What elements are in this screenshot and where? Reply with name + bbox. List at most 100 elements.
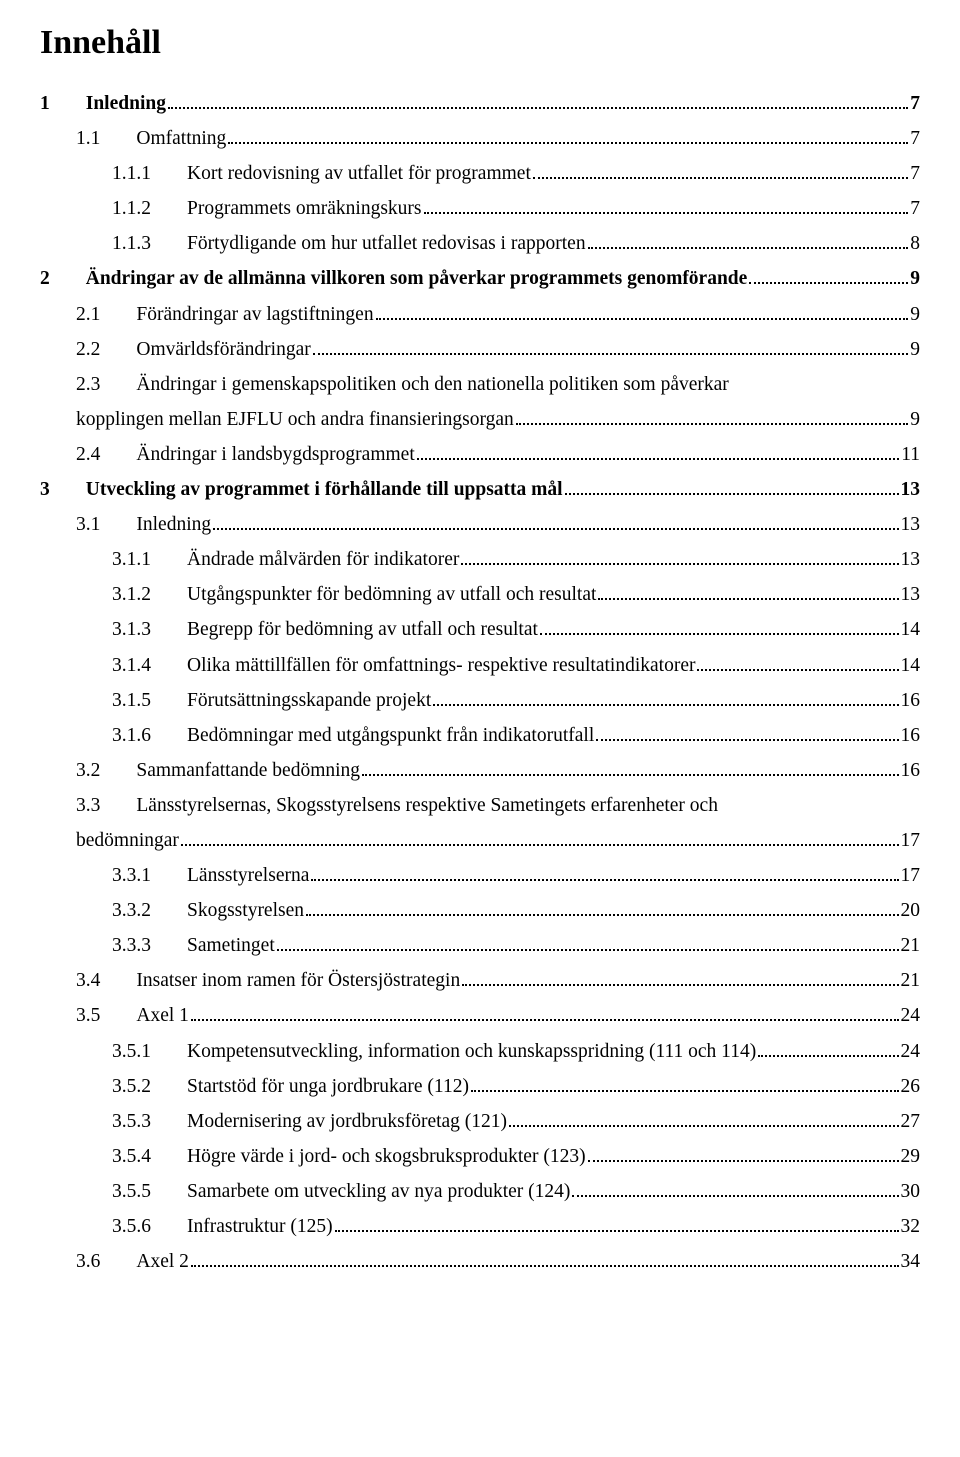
toc-page-number: 13 (901, 507, 921, 542)
toc-page-number: 21 (901, 928, 921, 963)
toc-page-number: 7 (910, 156, 920, 191)
toc-label: Förutsättningsskapande projekt (187, 683, 431, 718)
toc-page-number: 13 (901, 577, 921, 612)
toc-number: 3.5.1 (112, 1034, 151, 1069)
toc-page-number: 8 (910, 226, 920, 261)
toc-leader-dots (376, 300, 909, 320)
toc-number: 3.5.4 (112, 1139, 151, 1174)
toc-leader-dots (417, 440, 899, 460)
toc-leader-dots (588, 230, 909, 250)
toc-number: 3.2 (76, 753, 100, 788)
toc-leader-dots (424, 195, 909, 215)
toc-number: 1.1.1 (112, 156, 151, 191)
toc-entry: 3.1.4Olika mättillfällen för omfattnings… (40, 648, 920, 683)
toc-page-number: 26 (901, 1069, 921, 1104)
toc-entry: 3Utveckling av programmet i förhållande … (40, 472, 920, 507)
toc-number: 3.4 (76, 963, 100, 998)
toc-page-number: 16 (901, 753, 921, 788)
toc-entry: 2.3 Ändringar i gemenskapspolitiken och d… (40, 367, 920, 402)
toc-label: Omvärldsförändringar (136, 332, 310, 367)
toc-number: 3.1.1 (112, 542, 151, 577)
toc-entry: 1.1.3Förtydligande om hur utfallet redov… (40, 226, 920, 261)
toc-leader-dots (516, 405, 908, 425)
toc-entry-continuation: bedömningar17 (40, 823, 920, 858)
toc-entry: 2.4Ändringar i landsbygdsprogrammet11 (40, 437, 920, 472)
toc-leader-dots (311, 862, 898, 882)
toc-leader-dots (228, 125, 908, 145)
toc-leader-dots (462, 967, 898, 987)
toc-leader-dots (533, 160, 908, 180)
toc-leader-dots (306, 897, 899, 917)
toc-page-number: 17 (901, 858, 921, 893)
toc-number: 2 (40, 261, 50, 296)
toc-leader-dots (181, 826, 899, 846)
toc-label: Utveckling av programmet i förhållande t… (86, 472, 563, 507)
toc-label: Ändrade målvärden för indikatorer (187, 542, 459, 577)
toc-number: 2.3 (76, 367, 100, 402)
toc-label: Axel 2 (136, 1244, 189, 1279)
toc-leader-dots (598, 581, 898, 601)
toc-label: Infrastruktur (125) (187, 1209, 333, 1244)
toc-label: Programmets omräkningskurs (187, 191, 422, 226)
toc-label: Kompetensutveckling, information och kun… (187, 1034, 756, 1069)
toc-entry: 3.2Sammanfattande bedömning16 (40, 753, 920, 788)
toc-label: Insatser inom ramen för Östersjöstrategi… (136, 963, 460, 998)
toc-number: 3.5.2 (112, 1069, 151, 1104)
toc-entry: 3.6Axel 234 (40, 1244, 920, 1279)
toc-number: 1 (40, 86, 50, 121)
toc-number: 3.1 (76, 507, 100, 542)
toc-number: 3.1.5 (112, 683, 151, 718)
toc-label: Inledning (86, 86, 166, 121)
toc-label: Ändringar av de allmänna villkoren som p… (86, 261, 748, 296)
toc-entry: 3.5.5Samarbete om utveckling av nya prod… (40, 1174, 920, 1209)
toc-number: 3.5 (76, 998, 100, 1033)
toc-entry: 1.1.1 Kort redovisning av utfallet för pr… (40, 156, 920, 191)
toc-entry-continuation: kopplingen mellan EJFLU och andra finans… (40, 402, 920, 437)
toc-number: 2.1 (76, 297, 100, 332)
toc-page-number: 9 (910, 297, 920, 332)
toc-entry: 3.5.1 Kompetensutveckling, information oc… (40, 1034, 920, 1069)
toc-leader-dots (362, 756, 898, 776)
toc-leader-dots (509, 1107, 898, 1127)
toc-label: Kort redovisning av utfallet för program… (187, 156, 531, 191)
toc-entry: 3.5.3Modernisering av jordbruksföretag (… (40, 1104, 920, 1139)
toc-leader-dots (758, 1037, 898, 1057)
toc-label: Bedömningar med utgångspunkt från indika… (187, 718, 594, 753)
toc-page-number: 9 (910, 261, 920, 296)
toc-leader-dots (565, 475, 899, 495)
toc-entry: 1.1Omfattning7 (40, 121, 920, 156)
toc-label: Begrepp för bedömning av utfall och resu… (187, 612, 538, 647)
toc-entry: 1.1.2Programmets omräkningskurs7 (40, 191, 920, 226)
toc-page-number: 11 (901, 437, 920, 472)
toc-number: 3.5.6 (112, 1209, 151, 1244)
toc-leader-dots (313, 335, 909, 355)
toc-entry: 1Inledning7 (40, 86, 920, 121)
toc-number: 1.1.2 (112, 191, 151, 226)
toc-entry: 3.1.1 Ändrade målvärden för indikatorer 13 (40, 542, 920, 577)
toc-entry: 2.1Förändringar av lagstiftningen9 (40, 297, 920, 332)
toc-label: Ändringar i landsbygdsprogrammet (136, 437, 414, 472)
toc-label: Förtydligande om hur utfallet redovisas … (187, 226, 586, 261)
toc-number: 2.2 (76, 332, 100, 367)
toc-entry: 3.5.2 Startstöd för unga jordbrukare (112… (40, 1069, 920, 1104)
toc-leader-dots (572, 1177, 898, 1197)
toc-page-number: 24 (901, 998, 921, 1033)
toc-entry: 2.2Omvärldsförändringar9 (40, 332, 920, 367)
toc-label: Startstöd för unga jordbrukare (112) (187, 1069, 469, 1104)
toc-label: Inledning (136, 507, 211, 542)
toc-page-number: 30 (901, 1174, 921, 1209)
table-of-contents: 1 Inledning 71.1Omfattning71.1.1 Kort redov… (40, 86, 920, 1279)
toc-label: Ändringar i gemenskapspolitiken och den … (136, 367, 728, 402)
toc-entry: 3.1.3Begrepp för bedömning av utfall och… (40, 612, 920, 647)
toc-entry: 3.5.4Högre värde i jord- och skogsbruksp… (40, 1139, 920, 1174)
toc-label: Länsstyrelserna (187, 858, 309, 893)
toc-number: 3.5.3 (112, 1104, 151, 1139)
toc-entry: 3.3Länsstyrelsernas, Skogsstyrelsens res… (40, 788, 920, 823)
toc-page-number: 21 (901, 963, 921, 998)
toc-leader-dots (461, 546, 898, 566)
toc-page-number: 13 (901, 542, 921, 577)
toc-number: 3.1.6 (112, 718, 151, 753)
toc-page-number: 24 (901, 1034, 921, 1069)
toc-number: 3.3.3 (112, 928, 151, 963)
toc-label: bedömningar (76, 823, 179, 858)
